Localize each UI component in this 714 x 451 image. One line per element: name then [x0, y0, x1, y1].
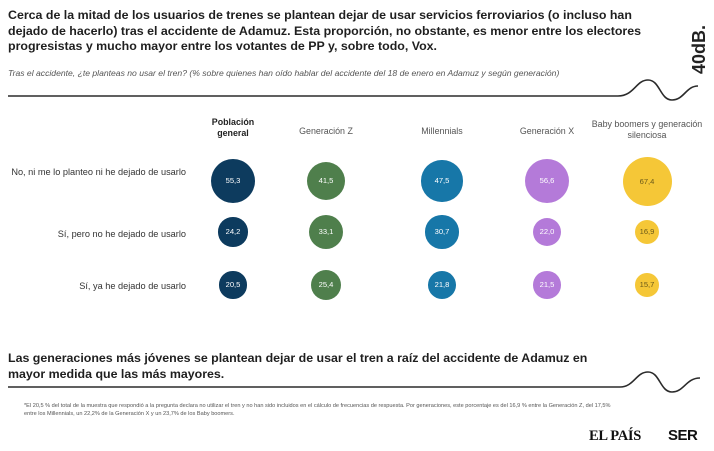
- column-header-generacion-z: Generación Z: [299, 126, 353, 136]
- bubble-si-no-dejado-generacion-z: 33,1: [308, 214, 344, 250]
- bubble-no-lo-planteo-baby-boomers: 67,4: [622, 156, 672, 206]
- bubble-si-ya-dejado-baby-boomers: 15,7: [635, 273, 659, 297]
- el-pais-logo: EL PAÍS: [589, 428, 642, 444]
- row-label-si-ya-dejado: Sí, ya he dejado de usarlo: [79, 281, 186, 291]
- bubble-si-no-dejado-millennials: 30,7: [425, 215, 459, 249]
- bubble-si-no-dejado-generacion-x: 22,0: [533, 218, 561, 246]
- bubble-no-lo-planteo-poblacion-general: 55,3: [210, 158, 256, 204]
- column-header-poblacion-general: Población general: [211, 117, 255, 138]
- bubble-no-lo-planteo-generacion-z: 41,5: [306, 161, 346, 201]
- bubble-si-no-dejado-baby-boomers: 16,9: [634, 219, 660, 245]
- row-label-si-no-dejado: Sí, pero no he dejado de usarlo: [57, 229, 186, 239]
- bubble-si-ya-dejado-poblacion-general: 20,5: [219, 271, 247, 299]
- bubble-si-ya-dejado-generacion-z: 25,4: [310, 269, 342, 301]
- bubble-si-ya-dejado-millennials: 21,8: [428, 271, 456, 299]
- column-header-millennials: Millennials: [421, 126, 463, 136]
- wave-line-top: [8, 79, 699, 101]
- row-label-no-lo-planteo: No, ni me lo planteo ni he dejado de usa…: [11, 167, 186, 177]
- footnote: *El 20,5 % del total de la muestra que r…: [24, 403, 611, 417]
- ser-logo: SER: [668, 427, 698, 444]
- chart-subtitle: Tras el accidente, ¿te planteas no usar …: [8, 68, 560, 78]
- footer-title: Las generaciones más jóvenes se plantean…: [8, 351, 588, 381]
- column-header-baby-boomers: Baby boomers y generación silenciosa: [591, 119, 703, 140]
- bubble-si-ya-dejado-generacion-x: 21,5: [533, 271, 561, 299]
- brand-logo: 40dB.: [689, 25, 709, 74]
- bubble-no-lo-planteo-millennials: 47,5: [421, 160, 463, 202]
- headline: Cerca de la mitad de los usuarios de tre…: [8, 8, 642, 53]
- brand-logo-text: 40dB.: [689, 25, 709, 74]
- column-header-generacion-x: Generación X: [519, 126, 575, 136]
- bubble-no-lo-planteo-generacion-x: 56,6: [524, 158, 570, 204]
- bubble-si-no-dejado-poblacion-general: 24,2: [218, 217, 248, 247]
